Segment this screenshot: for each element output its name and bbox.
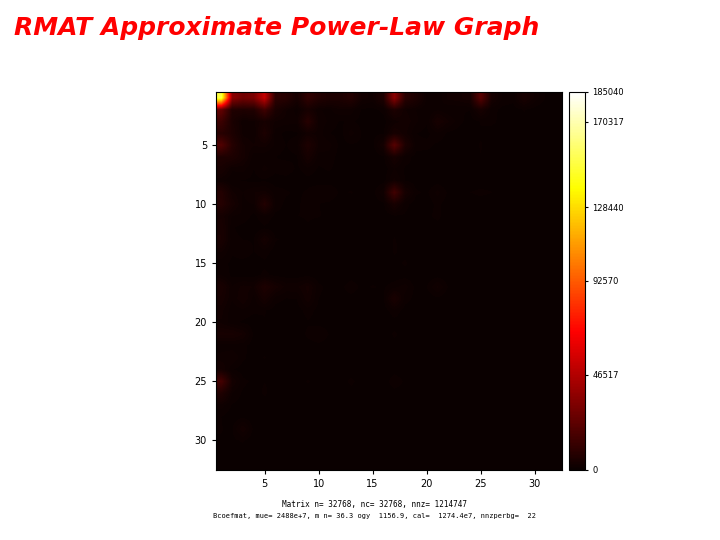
Text: Matrix n= 32768, nc= 32768, nnz= 1214747: Matrix n= 32768, nc= 32768, nnz= 1214747 [282, 500, 467, 509]
Text: RMAT Approximate Power-Law Graph: RMAT Approximate Power-Law Graph [14, 16, 540, 40]
Text: Bcoefmat, mue= 2488e+7, m n= 36.3 ogy  1156.9, cal=  1274.4e7, nnzperbg=  22: Bcoefmat, mue= 2488e+7, m n= 36.3 ogy 11… [213, 513, 536, 519]
